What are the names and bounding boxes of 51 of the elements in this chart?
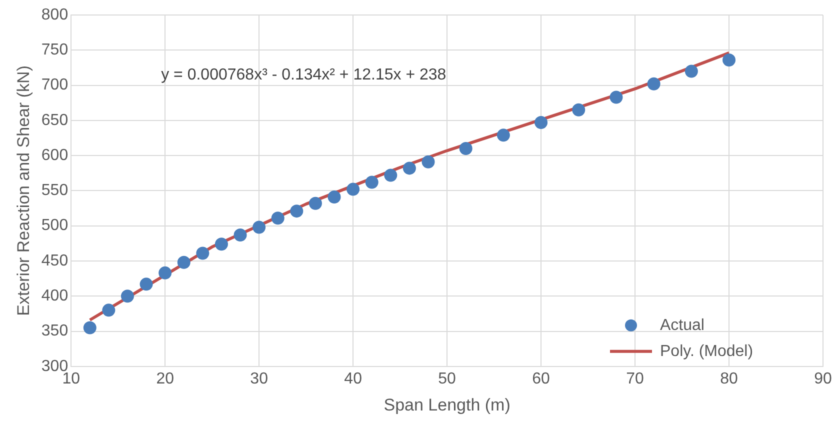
point (722, 53, 736, 66)
x-tick-label: 10 (62, 370, 80, 388)
point (534, 116, 548, 130)
x-tick-label: 60 (532, 370, 550, 388)
point (402, 162, 416, 175)
point (177, 256, 190, 269)
point (102, 304, 116, 317)
y-tick-label: 400 (41, 288, 68, 305)
x-tick-label: 30 (250, 370, 268, 388)
y-tick-label: 350 (41, 322, 68, 340)
point (308, 196, 322, 210)
point (83, 321, 96, 334)
x-tick-label: 20 (156, 370, 174, 388)
x-tick-label: 70 (626, 370, 644, 388)
point (422, 155, 435, 168)
y-tick-label: 550 (41, 182, 68, 200)
point (234, 228, 247, 242)
point (384, 168, 398, 182)
point (610, 90, 623, 104)
point (214, 238, 228, 251)
y-tick-label: 500 (41, 217, 68, 234)
x-tick-label: 90 (814, 370, 832, 388)
point (365, 176, 378, 189)
annotation: y = 0.000768x³ - 0.134x² + 12.15x + 238 (161, 66, 446, 84)
point (647, 77, 660, 90)
point (328, 190, 341, 204)
y-tick-label: 650 (41, 112, 68, 129)
x-tick-label: 50 (438, 370, 456, 388)
point (684, 64, 698, 78)
point (346, 182, 360, 196)
y-tick-label: 750 (41, 42, 68, 59)
point (120, 290, 134, 303)
y-tick-label: 800 (41, 6, 68, 24)
point (140, 278, 153, 291)
point (271, 212, 284, 225)
point (196, 246, 210, 260)
x-axis-title: Span Length (m) (384, 395, 510, 414)
y-tick-label: 700 (41, 76, 68, 94)
x-tick-label: 40 (344, 370, 362, 388)
point (158, 266, 172, 280)
point (572, 103, 586, 116)
legend-label: Actual (660, 316, 704, 334)
y-tick-label: 450 (41, 252, 68, 270)
x-tick-label: 80 (720, 370, 738, 388)
point (459, 142, 472, 156)
point (252, 220, 266, 234)
point (290, 204, 304, 218)
y-axis-title: Exterior Reaction and Shear (kN) (14, 66, 33, 316)
legend-label: Poly. (Model) (660, 342, 754, 360)
point (496, 128, 510, 142)
y-tick-label: 600 (41, 146, 68, 164)
